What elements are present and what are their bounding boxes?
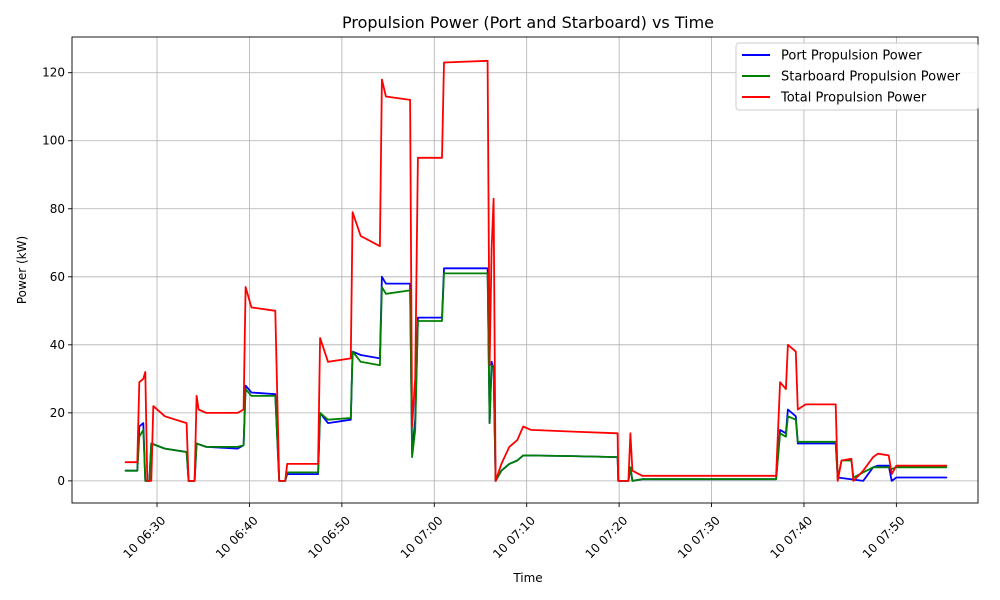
y-axis: 0 20 40 60 80 100 120 (42, 66, 72, 488)
y-tick-label: 100 (42, 134, 65, 148)
legend-label-port-propulsion-power: Port Propulsion Power (781, 49, 922, 64)
legend-box (735, 42, 979, 111)
x-axis-label: Time (512, 571, 542, 585)
y-tick-label: 80 (50, 202, 65, 216)
y-tick-label: 60 (50, 270, 65, 284)
series-line-total-propulsion-power (124, 59, 948, 482)
chart-title: Propulsion Power (Port and Starboard) vs… (342, 13, 714, 32)
legend-label-starboard-propulsion-power: Starboard Propulsion Power (781, 70, 961, 85)
plot-frame (71, 36, 979, 504)
series-line-starboard-propulsion-power (124, 272, 948, 482)
y-tick-label: 20 (50, 406, 65, 420)
plot-background (72, 37, 978, 503)
legend-label-total-propulsion-power: Total Propulsion Power (780, 91, 927, 106)
y-tick-label: 0 (57, 474, 65, 488)
y-tick-label: 40 (50, 338, 65, 352)
legend: Port Propulsion Power Starboard Propulsio… (735, 42, 979, 111)
y-tick-label: 120 (42, 66, 65, 80)
series-group (124, 59, 948, 482)
y-axis-label: Power (kW) (15, 236, 29, 304)
